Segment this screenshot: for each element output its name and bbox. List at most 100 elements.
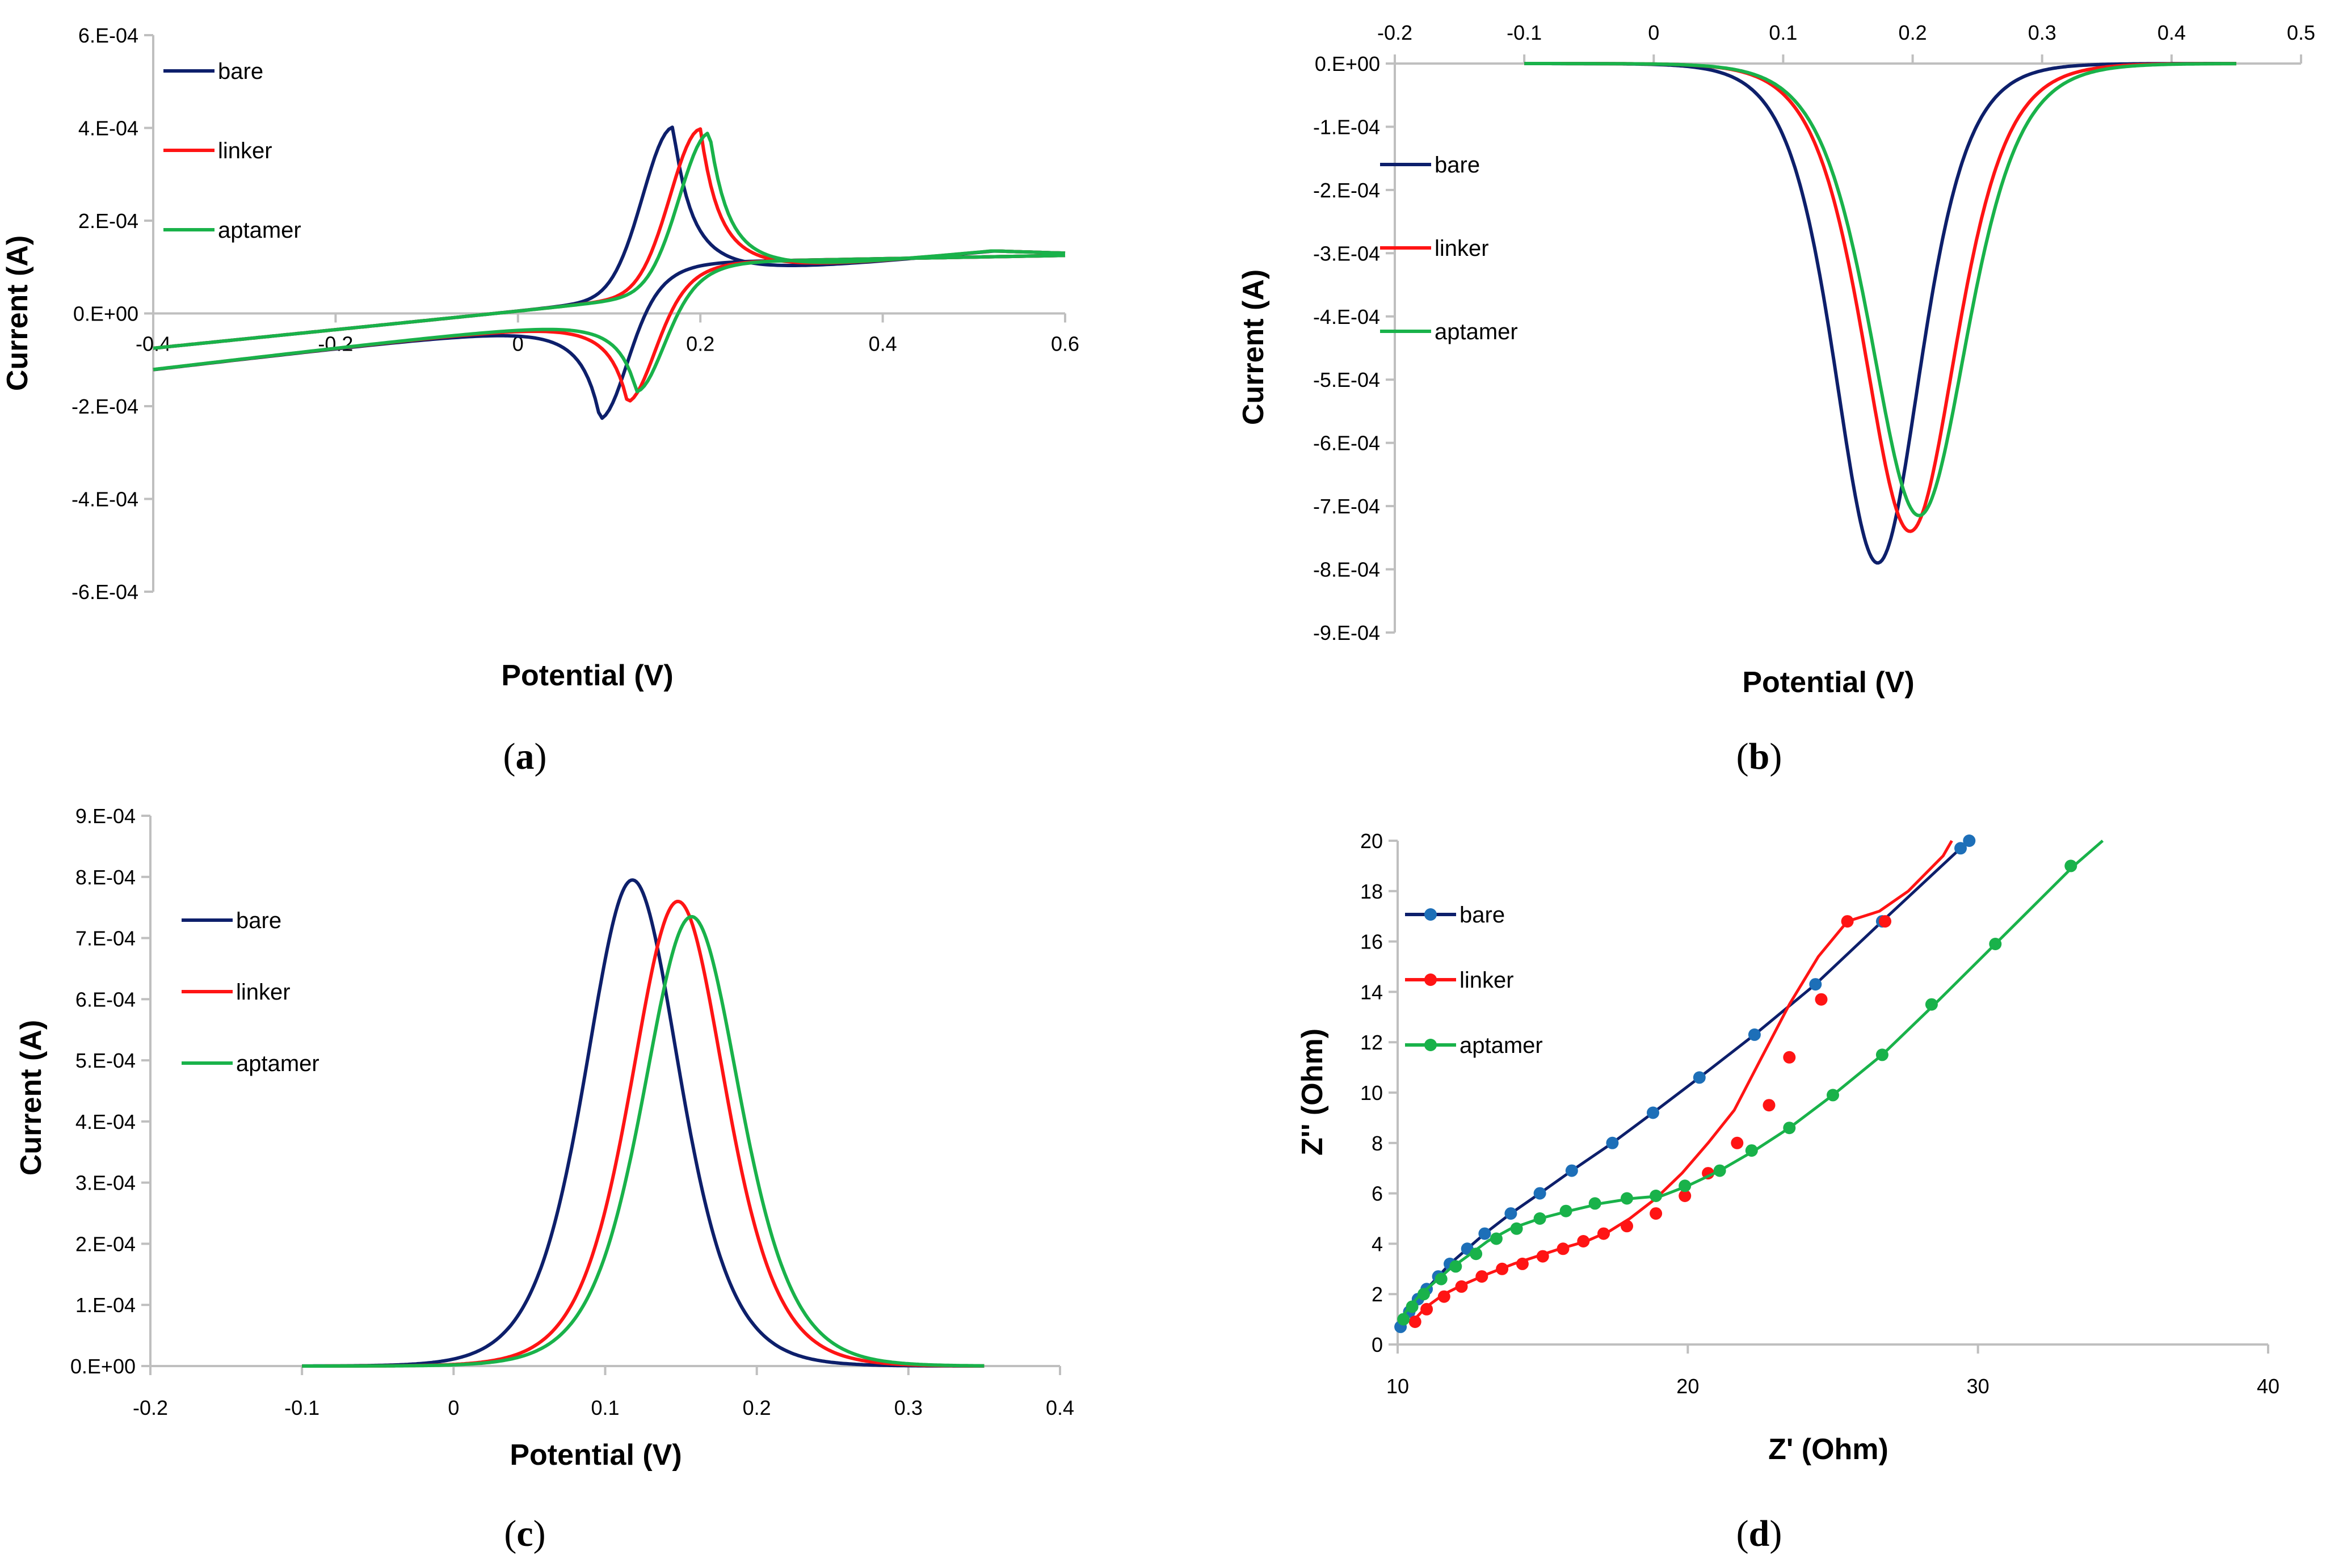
y-tick-label: 9.E-04 [75,804,136,828]
x-tick-label: 0.4 [2157,21,2186,44]
chart-panel-a: 6.E-04 4.E-04 2.E-04 0.E+00 -2.E-04 -4.E-04 -6… [1,24,1079,692]
y-tick-label: 20 [1360,829,1383,853]
data-point-linker [1420,1303,1433,1316]
x-tick-label: 0 [1648,21,1659,44]
data-point-bare [1963,834,1976,847]
y-tick-label: 7.E-04 [75,927,136,950]
x-tick-label: 0.1 [591,1396,619,1419]
y-tick-label: -9.E-04 [1313,621,1380,644]
data-point-aptamer [1559,1204,1572,1217]
data-point-aptamer [1418,1288,1430,1301]
x-tick-label: -0.2 [1377,21,1412,44]
data-point-bare [1647,1106,1659,1119]
y-tick-label: 12 [1360,1031,1383,1054]
data-point-linker [1455,1280,1468,1293]
y-tick-label: -7.E-04 [1313,495,1380,518]
legend-label-aptamer: aptamer [1435,319,1518,344]
data-point-aptamer [1745,1144,1758,1157]
y-tick-label: 0.E+00 [1315,52,1380,75]
y-tick-label: 2.E-04 [78,209,138,233]
legend-label-aptamer: aptamer [236,1051,319,1076]
data-point-linker [1621,1220,1633,1233]
data-point-aptamer [1783,1122,1796,1135]
data-point-bare [1478,1227,1491,1240]
data-point-linker [1650,1207,1663,1220]
x-tick-label: 10 [1386,1375,1409,1398]
x-tick-label: 0.2 [1899,21,1927,44]
data-point-linker [1731,1136,1744,1149]
x-tick-label: 0.1 [1769,21,1797,44]
data-point-aptamer [1650,1190,1663,1202]
chart-panel-b: 0.E+00 -1.E-04 -2.E-04 -3.E-04 -4.E-04 -5.E-0… [1237,21,2315,699]
data-point-aptamer [1449,1260,1462,1273]
data-point-aptamer [1470,1247,1483,1261]
series-line-aptamer-reverse [153,254,1066,394]
data-point-bare [1954,842,1967,855]
x-tick-label: 30 [1967,1375,1990,1398]
data-point-linker [1783,1051,1796,1064]
y-tick-label: -1.E-04 [1313,115,1380,138]
data-point-bare [1809,978,1822,991]
data-point-aptamer [1490,1232,1503,1245]
y-tick-label: -4.E-04 [71,488,138,511]
y-tick-label: 2.E-04 [75,1232,136,1255]
legend-label-linker: linker [236,980,291,1005]
y-tick-label: 6 [1372,1182,1383,1205]
data-point-bare [1565,1164,1578,1177]
y-tick-label: 14 [1360,980,1383,1004]
y-tick-label: 4 [1372,1232,1383,1255]
data-point-bare [1533,1187,1546,1200]
y-tick-label: -2.E-04 [71,395,138,418]
series-line-aptamer [302,914,985,1368]
x-tick-label: 0.4 [1046,1396,1074,1419]
data-point-linker [1815,993,1828,1006]
data-point-bare [1748,1028,1761,1041]
panel-label-d: (d) [1736,1513,1782,1554]
y-tick-label: 18 [1360,880,1383,903]
legend-label-bare: bare [218,59,263,84]
y-tick-label: 1.E-04 [75,1293,136,1317]
data-point-bare [1693,1071,1706,1084]
data-point-linker [1879,915,1891,928]
data-point-aptamer [1510,1222,1523,1235]
data-point-linker [1496,1262,1509,1275]
x-tick-label: -0.1 [284,1396,319,1419]
data-point-aptamer [1406,1300,1419,1313]
data-point-aptamer [1875,1048,1888,1061]
data-point-aptamer [1925,998,1938,1011]
series-line-aptamer [1524,62,2236,517]
x-tick-label: 0.6 [1051,332,1079,356]
y-tick-label: 8.E-04 [75,866,136,889]
y-axis-label-a: Current (A) [1,235,34,391]
y-tick-label: 6.E-04 [78,24,138,47]
x-tick-label: 0.3 [2028,21,2056,44]
y-tick-label: 4.E-04 [75,1110,136,1133]
x-axis-label-d: Z' (Ohm) [1768,1433,1888,1466]
x-axis-label-c: Potential (V) [510,1439,682,1472]
x-tick-label: 0.3 [894,1396,923,1419]
legend-marker-aptamer [1424,1039,1437,1051]
panel-label-c: (c) [504,1513,545,1554]
data-point-aptamer [1679,1179,1692,1192]
x-tick-label: -0.4 [136,332,171,356]
data-point-aptamer [2064,859,2077,872]
data-point-bare [1504,1207,1517,1220]
data-point-aptamer [1533,1212,1546,1225]
legend-label-aptamer: aptamer [1459,1033,1543,1058]
y-tick-label: 0 [1372,1333,1383,1356]
data-point-aptamer [1397,1313,1410,1326]
legend-label-aptamer: aptamer [218,218,301,243]
x-tick-label: 20 [1676,1375,1699,1398]
y-axis-label-d: Z'' (Ohm) [1296,1029,1329,1156]
legend-label-bare: bare [1459,903,1505,928]
legend-marker-bare [1424,908,1437,921]
panel-label-a: (a) [503,736,547,777]
chart-panel-c: 9.E-04 8.E-04 7.E-04 6.E-04 5.E-04 4.E-04 3.E-… [15,804,1074,1472]
y-tick-label: 3.E-04 [75,1171,136,1195]
legend-label-bare: bare [236,908,281,933]
legend-marker-linker [1424,973,1437,986]
legend-label-linker: linker [1435,236,1489,261]
y-axis-label-b: Current (A) [1237,269,1270,425]
y-tick-label: 6.E-04 [75,988,136,1011]
